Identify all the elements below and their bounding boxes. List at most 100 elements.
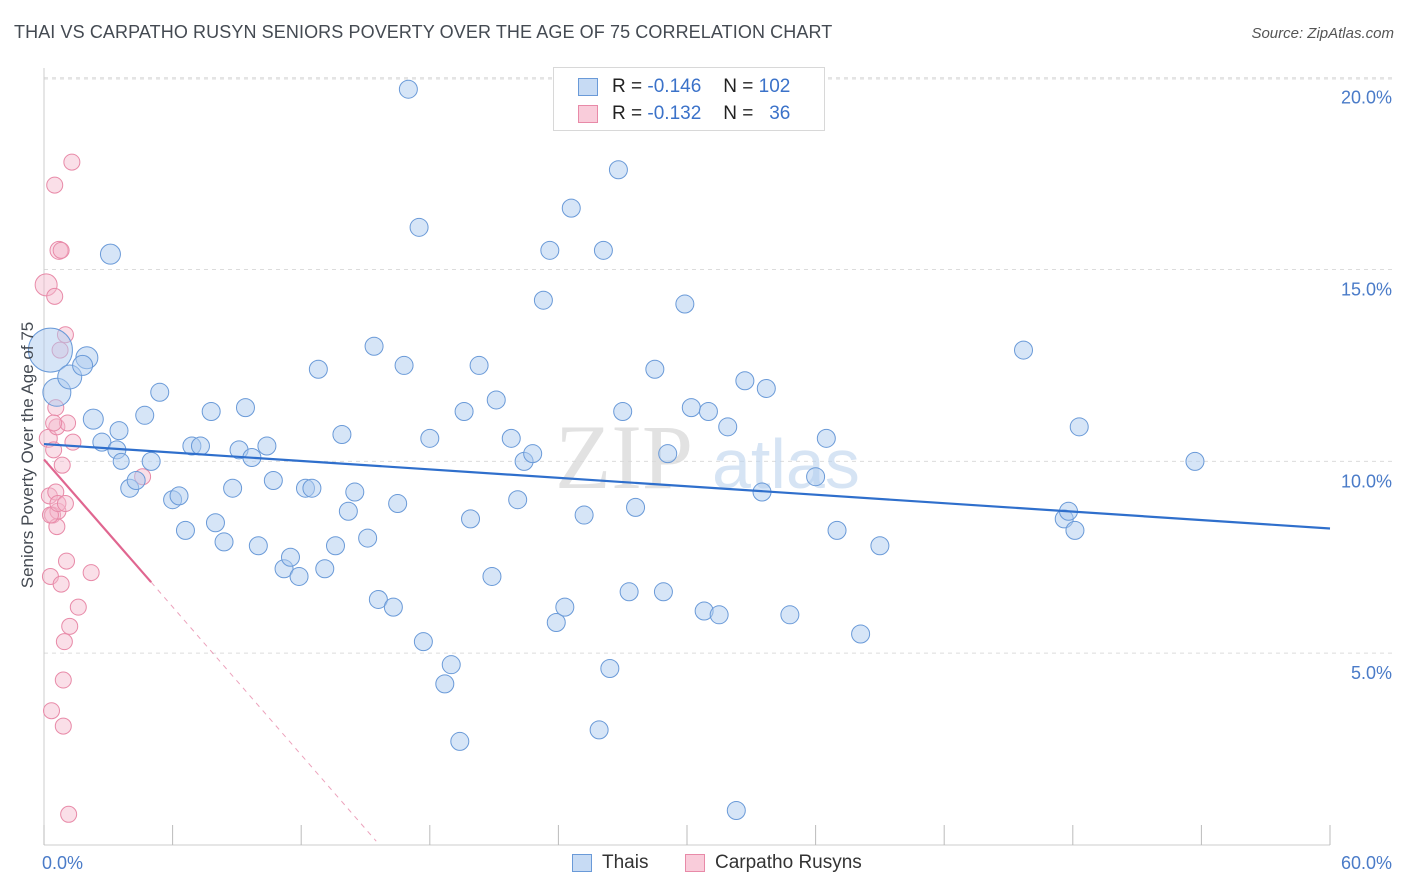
legend-n-label: N = [723, 103, 754, 124]
rusyn-point [56, 495, 74, 513]
thai-point [454, 401, 474, 421]
thai-point [806, 467, 826, 487]
thai-point [315, 559, 335, 579]
thai-point [205, 513, 225, 533]
thai-point [626, 497, 646, 517]
thai-point [141, 451, 161, 471]
thai-point [469, 355, 489, 375]
thai-point [358, 528, 378, 548]
correlation-legend: R = -0.146 N = 102 R = -0.132 N = 36 [553, 67, 825, 131]
thai-point [99, 243, 121, 265]
y-tick-labels: 5.0% 10.0% 15.0% 20.0% [1341, 88, 1392, 683]
legend-item-rusyns: Carpatho Rusyns [685, 852, 862, 874]
thai-point [658, 444, 678, 464]
thai-point [540, 240, 560, 260]
thai-point [441, 655, 461, 675]
thai-point [450, 731, 470, 751]
watermark-atlas: atlas [712, 425, 860, 503]
source-label: Source: ZipAtlas.com [1251, 25, 1394, 42]
thai-point [870, 536, 890, 556]
thai-point [735, 371, 755, 391]
thai-point [718, 417, 738, 437]
legend-r-value-thais: -0.146 [647, 76, 702, 97]
thai-point [851, 624, 871, 644]
y-tick-label: 5.0% [1351, 663, 1392, 683]
thai-point [508, 490, 528, 510]
thai-point [169, 486, 189, 506]
thai-point [593, 240, 613, 260]
legend-n-value-rusyns: 36 [769, 103, 791, 124]
rusyn-point [61, 617, 79, 635]
thai-point [112, 452, 130, 470]
thai-point [486, 390, 506, 410]
thai-point [698, 401, 718, 421]
legend-swatch-thais [572, 854, 592, 872]
thai-point [546, 612, 566, 632]
x-tick-label: 0.0% [42, 853, 83, 873]
thai-point [780, 605, 800, 625]
legend-swatch-rusyns [578, 105, 598, 123]
thai-trend-line [43, 442, 1331, 530]
grid-lines [44, 77, 1392, 654]
legend-label-rusyns: Carpatho Rusyns [715, 852, 862, 873]
rusyn-point [82, 564, 100, 582]
y-tick-label: 10.0% [1341, 471, 1392, 491]
thai-point [1185, 451, 1205, 471]
thai-point [394, 355, 414, 375]
thai-point [420, 428, 440, 448]
x-tick-label: 60.0% [1341, 853, 1392, 873]
trend-lines [43, 442, 1331, 842]
thai-point [827, 520, 847, 540]
rusyn-point [54, 671, 72, 689]
rusyn-point [58, 552, 76, 570]
thai-point [338, 501, 358, 521]
rusyn-point [52, 575, 70, 593]
thai-point [398, 79, 418, 99]
thai-point [175, 520, 195, 540]
rusyn-point [43, 702, 61, 720]
thai-point [82, 408, 104, 430]
thai-point [135, 405, 155, 425]
thai-point [126, 471, 146, 491]
thai-point [589, 720, 609, 740]
thai-point [332, 424, 352, 444]
legend-row-thais: R = -0.146 N = 102 [578, 75, 790, 99]
thai-point [681, 398, 701, 418]
thai-point [201, 401, 221, 421]
thai-point [523, 444, 543, 464]
thai-point [675, 294, 695, 314]
thai-point [1069, 417, 1089, 437]
thai-point [653, 582, 673, 602]
y-axis-label: Seniors Poverty Over the Age of 75 [18, 321, 37, 589]
thai-point [302, 478, 322, 498]
watermark: ZIP atlas [555, 406, 860, 508]
thai-point [325, 536, 345, 556]
thai-point [190, 436, 210, 456]
thai-point [248, 536, 268, 556]
legend-n-label: N = [723, 76, 754, 97]
rusyn-point [60, 805, 78, 823]
rusyn-point [54, 717, 72, 735]
thai-point [1065, 520, 1085, 540]
legend-row-rusyns: R = -0.132 N = 36 [578, 102, 790, 126]
legend-n-value-thais: 102 [758, 76, 791, 97]
thai-point [364, 336, 384, 356]
thai-points [27, 79, 1205, 820]
legend-item-thais: Thais [572, 852, 648, 874]
thai-point [1014, 340, 1034, 360]
legend-label-thais: Thais [602, 852, 649, 873]
thai-point [388, 494, 408, 514]
thai-point [482, 566, 502, 586]
rusyn-point [63, 153, 81, 171]
thai-point [72, 354, 94, 376]
rusyn-trend-extension [150, 581, 377, 842]
carpatho-rusyn-points [34, 153, 152, 823]
rusyn-point [34, 273, 58, 297]
thai-point [409, 217, 429, 237]
thai-point [533, 290, 553, 310]
chart-title: THAI VS CARPATHO RUSYN SENIORS POVERTY O… [14, 22, 833, 42]
thai-point [608, 160, 628, 180]
rusyn-point [64, 433, 82, 451]
thai-point [501, 428, 521, 448]
